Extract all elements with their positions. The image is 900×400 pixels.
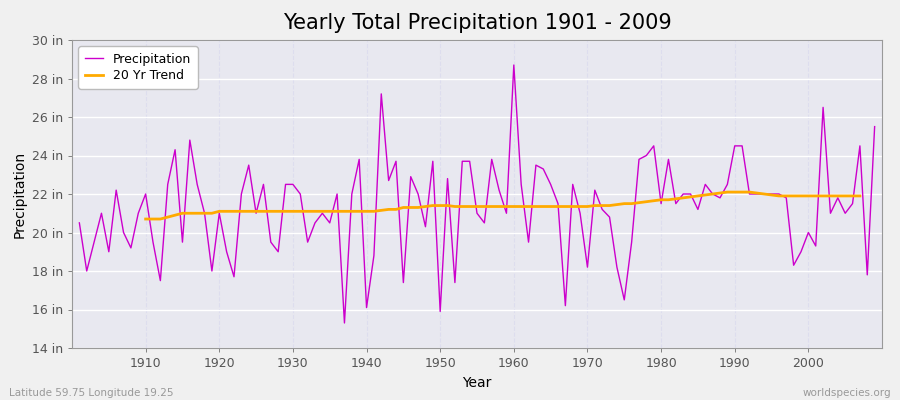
- Text: worldspecies.org: worldspecies.org: [803, 388, 891, 398]
- 20 Yr Trend: [685, 194, 696, 199]
- 20 Yr Trend: [479, 204, 490, 209]
- 20 Yr Trend: [538, 204, 549, 209]
- Text: Latitude 59.75 Longitude 19.25: Latitude 59.75 Longitude 19.25: [9, 388, 174, 398]
- Precipitation: [869, 124, 880, 129]
- 20 Yr Trend: [199, 211, 210, 216]
- X-axis label: Year: Year: [463, 376, 491, 390]
- Precipitation: [74, 220, 85, 225]
- Precipitation: [611, 265, 622, 270]
- 20 Yr Trend: [184, 211, 195, 216]
- Precipitation: [508, 63, 519, 68]
- 20 Yr Trend: [722, 190, 733, 194]
- Line: Precipitation: Precipitation: [79, 65, 875, 323]
- Precipitation: [295, 192, 306, 196]
- Y-axis label: Precipitation: Precipitation: [13, 150, 26, 238]
- 20 Yr Trend: [854, 194, 865, 198]
- 20 Yr Trend: [590, 203, 600, 208]
- Precipitation: [339, 320, 350, 325]
- Line: 20 Yr Trend: 20 Yr Trend: [146, 192, 860, 219]
- Precipitation: [133, 211, 144, 216]
- Precipitation: [346, 192, 357, 196]
- Precipitation: [523, 240, 534, 244]
- Title: Yearly Total Precipitation 1901 - 2009: Yearly Total Precipitation 1901 - 2009: [283, 13, 671, 33]
- 20 Yr Trend: [140, 217, 151, 222]
- Legend: Precipitation, 20 Yr Trend: Precipitation, 20 Yr Trend: [78, 46, 198, 88]
- Precipitation: [516, 182, 526, 187]
